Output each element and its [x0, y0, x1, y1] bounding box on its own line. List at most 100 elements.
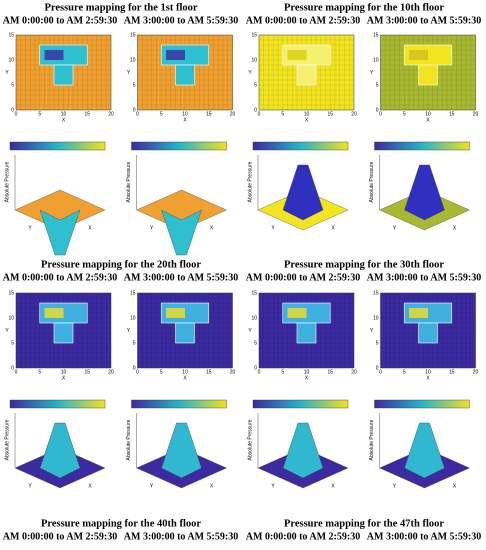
- x-tick-label: 15: [327, 111, 333, 117]
- surface-peak: [39, 209, 81, 256]
- y-axis-label: Y: [5, 328, 9, 334]
- panel-title: Pressure mapping for the 20th floor: [41, 259, 201, 270]
- x-axis-label: X: [210, 225, 214, 231]
- y-tick-label: 15: [130, 290, 136, 296]
- y-axis-label: Y: [5, 70, 9, 76]
- x-axis-label: X: [62, 117, 66, 123]
- y-tick-label: 0: [254, 107, 257, 113]
- x-axis-label: X: [305, 375, 309, 381]
- y-tick-label: 0: [376, 365, 379, 371]
- room-block: [296, 322, 317, 344]
- x-tick-label: 10: [425, 111, 431, 117]
- x-tick-label: 5: [38, 111, 41, 117]
- x-tick-label: 5: [281, 111, 284, 117]
- x-tick-label: 0: [15, 111, 18, 117]
- y-tick-label: 5: [133, 82, 136, 88]
- y-tick-label: 10: [251, 315, 257, 321]
- y-tick-label: 5: [254, 340, 257, 346]
- x-tick-label: 15: [84, 111, 90, 117]
- time-label: AM 0:00:00 to AM 2:59:30: [246, 531, 360, 542]
- y-tick-label: 0: [376, 107, 379, 113]
- colorbar: [9, 399, 106, 409]
- room-block: [175, 64, 195, 86]
- x-axis-label: X: [62, 375, 66, 381]
- x-tick-label: 20: [230, 369, 236, 375]
- panel-title: Pressure mapping for the 40th floor: [41, 518, 201, 529]
- y-tick-label: 5: [133, 340, 136, 346]
- y-axis-label: Y: [248, 328, 252, 334]
- room-core: [287, 50, 307, 60]
- room-block: [53, 322, 74, 344]
- x-tick-label: 5: [403, 111, 406, 117]
- panel-title: Pressure mapping for the 10th floor: [284, 2, 444, 13]
- x-axis-label: X: [183, 375, 187, 381]
- x-tick-label: 5: [38, 369, 41, 375]
- x-tick-label: 20: [108, 369, 114, 375]
- z-axis-label: Absolute Pressure: [126, 161, 132, 202]
- z-axis-label: Absolute Pressure: [369, 161, 375, 202]
- surface-peak: [404, 422, 445, 479]
- room-block: [296, 64, 317, 86]
- x-tick-label: 20: [230, 111, 236, 117]
- z-axis-label: Absolute Pressure: [4, 161, 10, 202]
- x-axis-label: X: [426, 375, 430, 381]
- colorbar: [252, 141, 349, 151]
- y-axis-label: Y: [28, 483, 32, 489]
- x-tick-label: 5: [281, 369, 284, 375]
- x-tick-label: 20: [351, 111, 357, 117]
- y-axis-label: Y: [248, 70, 252, 76]
- time-label: AM 3:00:00 to AM 5:59:30: [124, 272, 238, 283]
- x-tick-label: 0: [258, 111, 261, 117]
- y-axis-label: Y: [271, 483, 275, 489]
- room-core: [409, 50, 428, 60]
- time-label: AM 0:00:00 to AM 2:59:30: [246, 272, 360, 283]
- x-tick-label: 5: [160, 369, 163, 375]
- x-tick-label: 15: [84, 369, 90, 375]
- y-tick-label: 0: [11, 107, 14, 113]
- x-tick-label: 10: [182, 369, 188, 375]
- surface-peak: [161, 422, 202, 479]
- surface-peak: [282, 422, 324, 479]
- colorbar: [374, 399, 470, 409]
- x-axis-label: X: [88, 483, 92, 489]
- y-axis-label: Y: [127, 328, 131, 334]
- surface-peak: [282, 164, 324, 221]
- x-axis-label: X: [453, 225, 457, 231]
- y-tick-label: 5: [11, 82, 14, 88]
- x-tick-label: 10: [182, 111, 188, 117]
- colorbar: [9, 141, 106, 151]
- x-axis-label: X: [88, 225, 92, 231]
- x-axis-label: X: [210, 483, 214, 489]
- colorbar: [131, 141, 227, 151]
- y-tick-label: 10: [8, 315, 14, 321]
- panel-title: Pressure mapping for the 1st floor: [44, 2, 197, 13]
- x-tick-label: 0: [379, 111, 382, 117]
- colorbar: [374, 141, 470, 151]
- room-block: [53, 64, 74, 86]
- x-tick-label: 5: [403, 369, 406, 375]
- z-axis-label: Absolute Pressure: [247, 161, 253, 202]
- x-axis-label: X: [331, 225, 335, 231]
- surface-peak: [404, 164, 445, 221]
- room-core: [409, 308, 428, 318]
- x-axis-label: X: [331, 483, 335, 489]
- y-tick-label: 5: [376, 340, 379, 346]
- surface-peak: [161, 209, 202, 256]
- time-label: AM 0:00:00 to AM 2:59:30: [246, 15, 360, 26]
- time-label: AM 3:00:00 to AM 5:59:30: [367, 15, 481, 26]
- x-axis-label: X: [453, 483, 457, 489]
- x-tick-label: 0: [15, 369, 18, 375]
- y-axis-label: Y: [127, 70, 131, 76]
- x-tick-label: 0: [379, 369, 382, 375]
- z-axis-label: Absolute Pressure: [4, 419, 10, 460]
- time-label: AM 0:00:00 to AM 2:59:30: [3, 15, 117, 26]
- x-axis-label: X: [426, 117, 430, 123]
- y-tick-label: 0: [11, 365, 14, 371]
- time-label: AM 3:00:00 to AM 5:59:30: [367, 272, 481, 283]
- x-tick-label: 10: [304, 369, 310, 375]
- z-axis-label: Absolute Pressure: [247, 419, 253, 460]
- room-block: [418, 64, 438, 86]
- y-axis-label: Y: [150, 483, 154, 489]
- surface-peak: [39, 422, 81, 479]
